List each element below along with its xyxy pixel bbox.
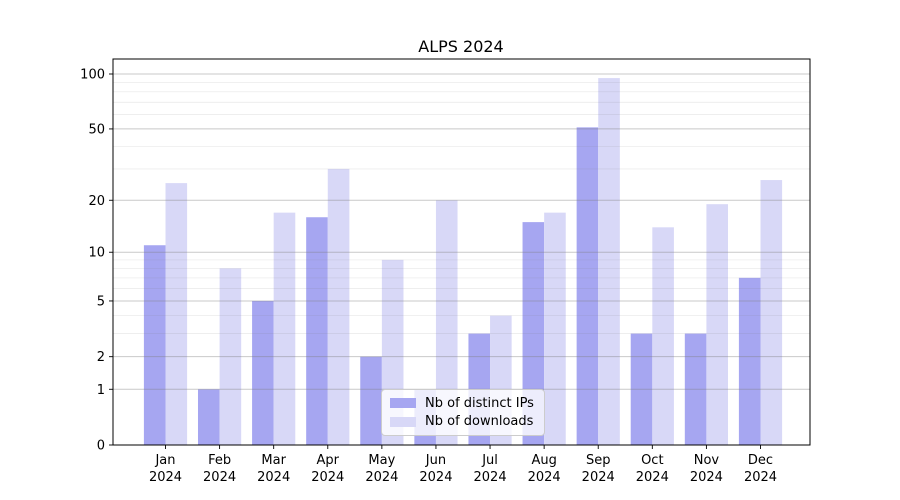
legend-swatch-distinct-ips-icon [390, 398, 416, 409]
bar-downloads-mar [273, 212, 296, 445]
x-tick-label-jul: Jul 2024 [474, 453, 507, 485]
x-tick-label-sep: Sep 2024 [582, 453, 615, 485]
y-tick-label-20: 20 [88, 194, 105, 209]
y-tick-label-5: 5 [97, 294, 105, 309]
y-tick-label-0: 0 [97, 439, 105, 454]
labels-layer: 0 1 2 5 10 20 50 100 Jan 2024 Feb 2024 Mar 2024 Apr 202… [80, 68, 777, 486]
bar-distinct-ips-jan [143, 245, 166, 445]
legend-swatch-downloads-icon [390, 416, 416, 427]
x-tick-label-jan: Jan 2024 [149, 453, 182, 485]
x-tick-label-apr: Apr 2024 [311, 453, 344, 485]
x-tick-label-oct: Oct 2024 [636, 453, 669, 485]
y-tick-label-100: 100 [80, 68, 105, 83]
bar-distinct-ips-may [360, 356, 382, 445]
y-tick-label-2: 2 [97, 350, 105, 365]
y-tick-label-1: 1 [97, 383, 105, 398]
legend-label-distinct-ips: Nb of distinct IPs [425, 395, 534, 411]
legend-label-downloads: Nb of downloads [425, 414, 534, 430]
bar-distinct-ips-dec [738, 277, 761, 445]
y-tick-label-10: 10 [88, 246, 105, 261]
bar-distinct-ips-apr [306, 217, 328, 445]
x-tick-label-may: May 2024 [365, 453, 398, 485]
legend-row-distinct-ips: Nb of distinct IPs [390, 396, 536, 411]
x-tick-label-aug: Aug 2024 [528, 453, 561, 485]
bar-downloads-feb [219, 268, 242, 445]
bar-distinct-ips-mar [252, 300, 274, 445]
bar-downloads-dec [760, 180, 783, 446]
chart-title: ALPS 2024 [418, 37, 503, 56]
legend-row-downloads: Nb of downloads [390, 414, 536, 429]
bar-downloads-oct [652, 227, 674, 445]
bar-downloads-nov [706, 204, 729, 445]
grid-layer [113, 73, 810, 390]
x-tick-label-dec: Dec 2024 [744, 453, 777, 485]
legend: Nb of distinct IPs Nb of downloads [381, 389, 545, 436]
bar-distinct-ips-nov [684, 333, 707, 445]
bar-downloads-jun [435, 200, 458, 445]
bar-distinct-ips-feb [197, 389, 220, 445]
axes-layer [109, 58, 811, 449]
bar-downloads-sep [598, 78, 620, 445]
x-tick-label-feb: Feb 2024 [203, 453, 236, 485]
x-tick-label-mar: Mar 2024 [257, 453, 290, 485]
bar-downloads-apr [327, 168, 350, 445]
x-tick-label-nov: Nov 2024 [690, 453, 723, 485]
bar-distinct-ips-oct [630, 333, 653, 445]
x-tick-label-jun: Jun 2024 [419, 453, 452, 485]
bar-downloads-jan [165, 183, 188, 445]
bar-downloads-aug [544, 212, 566, 445]
bar-distinct-ips-sep [576, 127, 599, 446]
y-tick-label-50: 50 [88, 122, 105, 137]
